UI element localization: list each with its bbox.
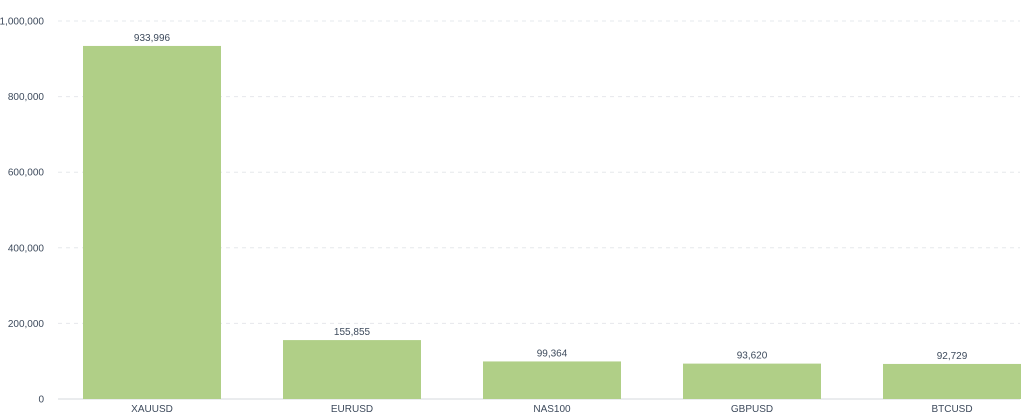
bar-xauusd[interactable] (83, 45, 221, 399)
y-tick-label: 1,000,000 (0, 17, 44, 28)
y-tick-label: 200,000 (8, 319, 45, 330)
y-tick-label: 0 (38, 395, 44, 406)
bar-eurusd[interactable] (283, 340, 421, 399)
bars (83, 45, 1021, 399)
bar-gbpusd[interactable] (683, 363, 821, 399)
x-tick-label-nas100: NAS100 (533, 404, 571, 415)
y-tick-label: 400,000 (8, 243, 45, 254)
bar-btcusd[interactable] (883, 363, 1021, 399)
y-tick-label: 600,000 (8, 168, 45, 179)
x-tick-label-xauusd: XAUUSD (131, 404, 173, 415)
data-label-btcusd: 92,729 (937, 351, 968, 362)
x-tick-label-btcusd: BTCUSD (931, 404, 972, 415)
data-label-nas100: 99,364 (537, 348, 568, 359)
data-label-xauusd: 933,996 (134, 33, 171, 44)
x-tick-label-gbpusd: GBPUSD (731, 404, 773, 415)
x-axis-ticks: XAUUSD EURUSD NAS100 GBPUSD BTCUSD (131, 404, 972, 415)
bar-nas100[interactable] (483, 361, 621, 399)
y-tick-label: 800,000 (8, 92, 45, 103)
data-label-gbpusd: 93,620 (737, 351, 768, 362)
y-axis-ticks: 0 200,000 400,000 600,000 800,000 1,000,000 (0, 17, 44, 406)
data-labels: 933,996 155,855 99,364 93,620 92,729 (134, 33, 968, 362)
data-label-eurusd: 155,855 (334, 327, 371, 338)
x-tick-label-eurusd: EURUSD (331, 404, 373, 415)
